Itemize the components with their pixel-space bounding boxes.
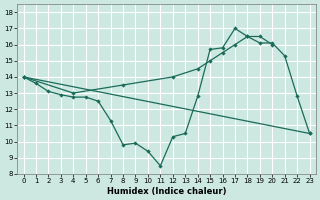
X-axis label: Humidex (Indice chaleur): Humidex (Indice chaleur) [107,187,226,196]
